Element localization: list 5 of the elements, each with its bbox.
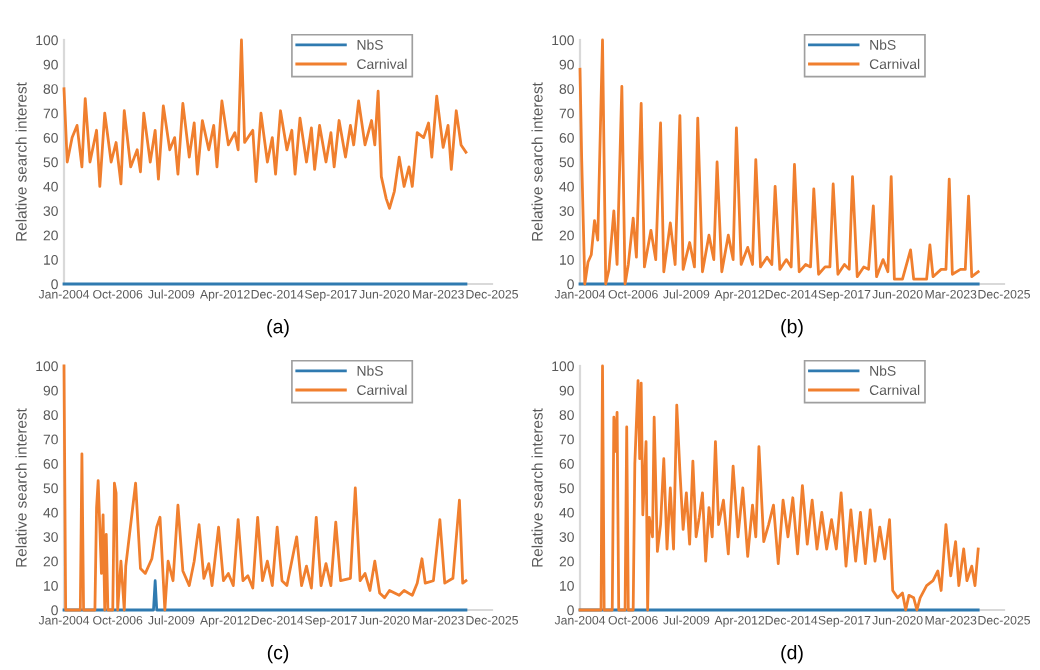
text: (a) bbox=[267, 319, 289, 338]
text: (d) bbox=[781, 645, 803, 664]
line-series bbox=[62, 38, 468, 210]
text: (c) bbox=[267, 645, 289, 664]
text: (b) bbox=[781, 319, 803, 338]
